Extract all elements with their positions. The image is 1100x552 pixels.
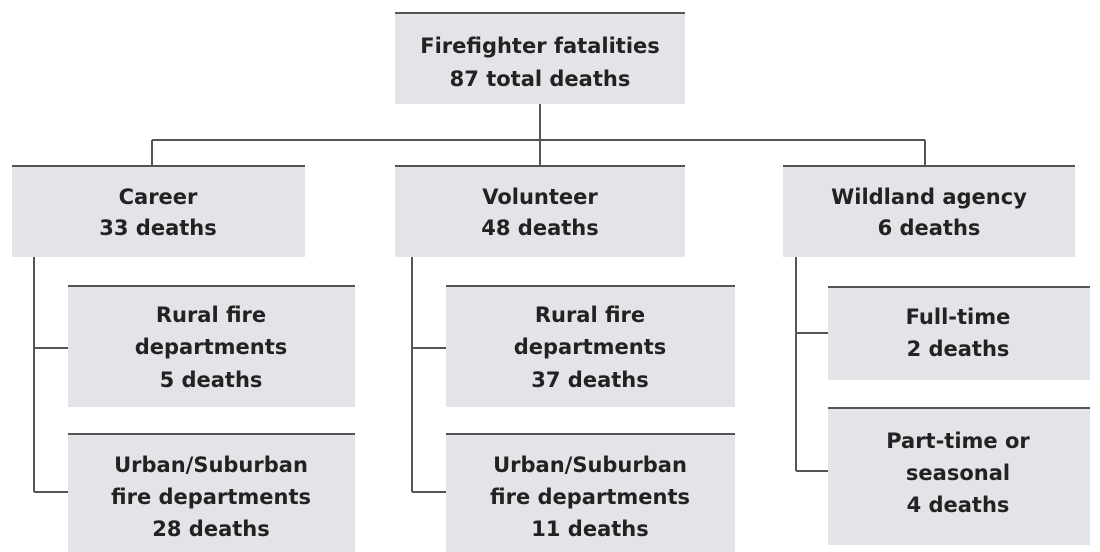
- node-label: 37 deaths: [531, 368, 648, 392]
- node-box: [783, 165, 1075, 257]
- node-box: [446, 285, 735, 407]
- node-label: Wildland agency: [831, 185, 1027, 209]
- node: Career 33 deaths: [12, 165, 305, 257]
- node-label: Career: [119, 185, 198, 209]
- node-label: 48 deaths: [481, 216, 598, 240]
- node-label: Volunteer: [482, 185, 598, 209]
- node-label: fire departments: [490, 485, 690, 509]
- node-label: fire departments: [111, 485, 311, 509]
- node-box: [12, 165, 305, 257]
- node-box: [68, 285, 355, 407]
- node-label: 11 deaths: [531, 517, 648, 541]
- node-box: [395, 12, 685, 104]
- node-label: departments: [514, 335, 667, 359]
- node-label: Firefighter fatalities: [420, 34, 660, 58]
- node-label: Rural fire: [156, 303, 266, 327]
- node-label: seasonal: [906, 461, 1010, 485]
- node: Part-time or seasonal 4 deaths: [828, 407, 1090, 545]
- node-label: Rural fire: [535, 303, 645, 327]
- node: Urban/Suburban fire departments 28 death…: [68, 433, 355, 552]
- connector: [795, 257, 828, 472]
- node-label: 87 total deaths: [450, 67, 631, 91]
- node-box: [68, 433, 355, 552]
- node-label: 28 deaths: [152, 517, 269, 541]
- node-box: [395, 165, 685, 257]
- node: Rural fire departments 5 deaths: [68, 285, 355, 407]
- node: Urban/Suburban fire departments 11 death…: [446, 433, 735, 552]
- node: Volunteer 48 deaths: [395, 165, 685, 257]
- node-label: departments: [135, 335, 288, 359]
- connector: [33, 257, 68, 493]
- node-label: 5 deaths: [160, 368, 263, 392]
- node-label: 2 deaths: [907, 337, 1010, 361]
- node-box: [828, 286, 1090, 380]
- node-label: Urban/Suburban: [493, 453, 687, 477]
- connector: [151, 104, 926, 165]
- node: Rural fire departments 37 deaths: [446, 285, 735, 407]
- node-label: Full-time: [906, 305, 1011, 329]
- node-label: Part-time or: [886, 429, 1030, 453]
- node-box: [446, 433, 735, 552]
- node-box: [828, 407, 1090, 545]
- node-label: 4 deaths: [907, 493, 1010, 517]
- node: Firefighter fatalities 87 total deaths: [395, 12, 685, 104]
- node: Full-time 2 deaths: [828, 286, 1090, 380]
- connector: [411, 257, 446, 493]
- node: Wildland agency 6 deaths: [783, 165, 1075, 257]
- node-label: Urban/Suburban: [114, 453, 308, 477]
- node-label: 33 deaths: [99, 216, 216, 240]
- node-label: 6 deaths: [878, 216, 981, 240]
